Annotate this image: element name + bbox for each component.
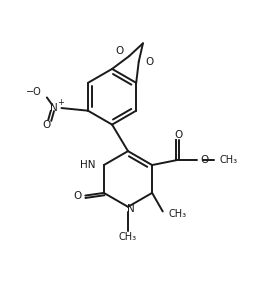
Text: O: O (145, 57, 154, 67)
Text: HN: HN (80, 160, 96, 170)
Text: +: + (57, 98, 64, 107)
Text: O: O (73, 190, 81, 201)
Text: CH₃: CH₃ (219, 155, 237, 165)
Text: −O: −O (26, 87, 41, 97)
Text: CH₃: CH₃ (168, 209, 186, 219)
Text: CH₃: CH₃ (119, 232, 137, 242)
Text: O: O (200, 155, 209, 165)
Text: O: O (43, 120, 51, 130)
Text: N: N (127, 205, 134, 214)
Text: O: O (175, 129, 183, 140)
Text: N: N (50, 103, 57, 113)
Text: O: O (115, 46, 124, 56)
